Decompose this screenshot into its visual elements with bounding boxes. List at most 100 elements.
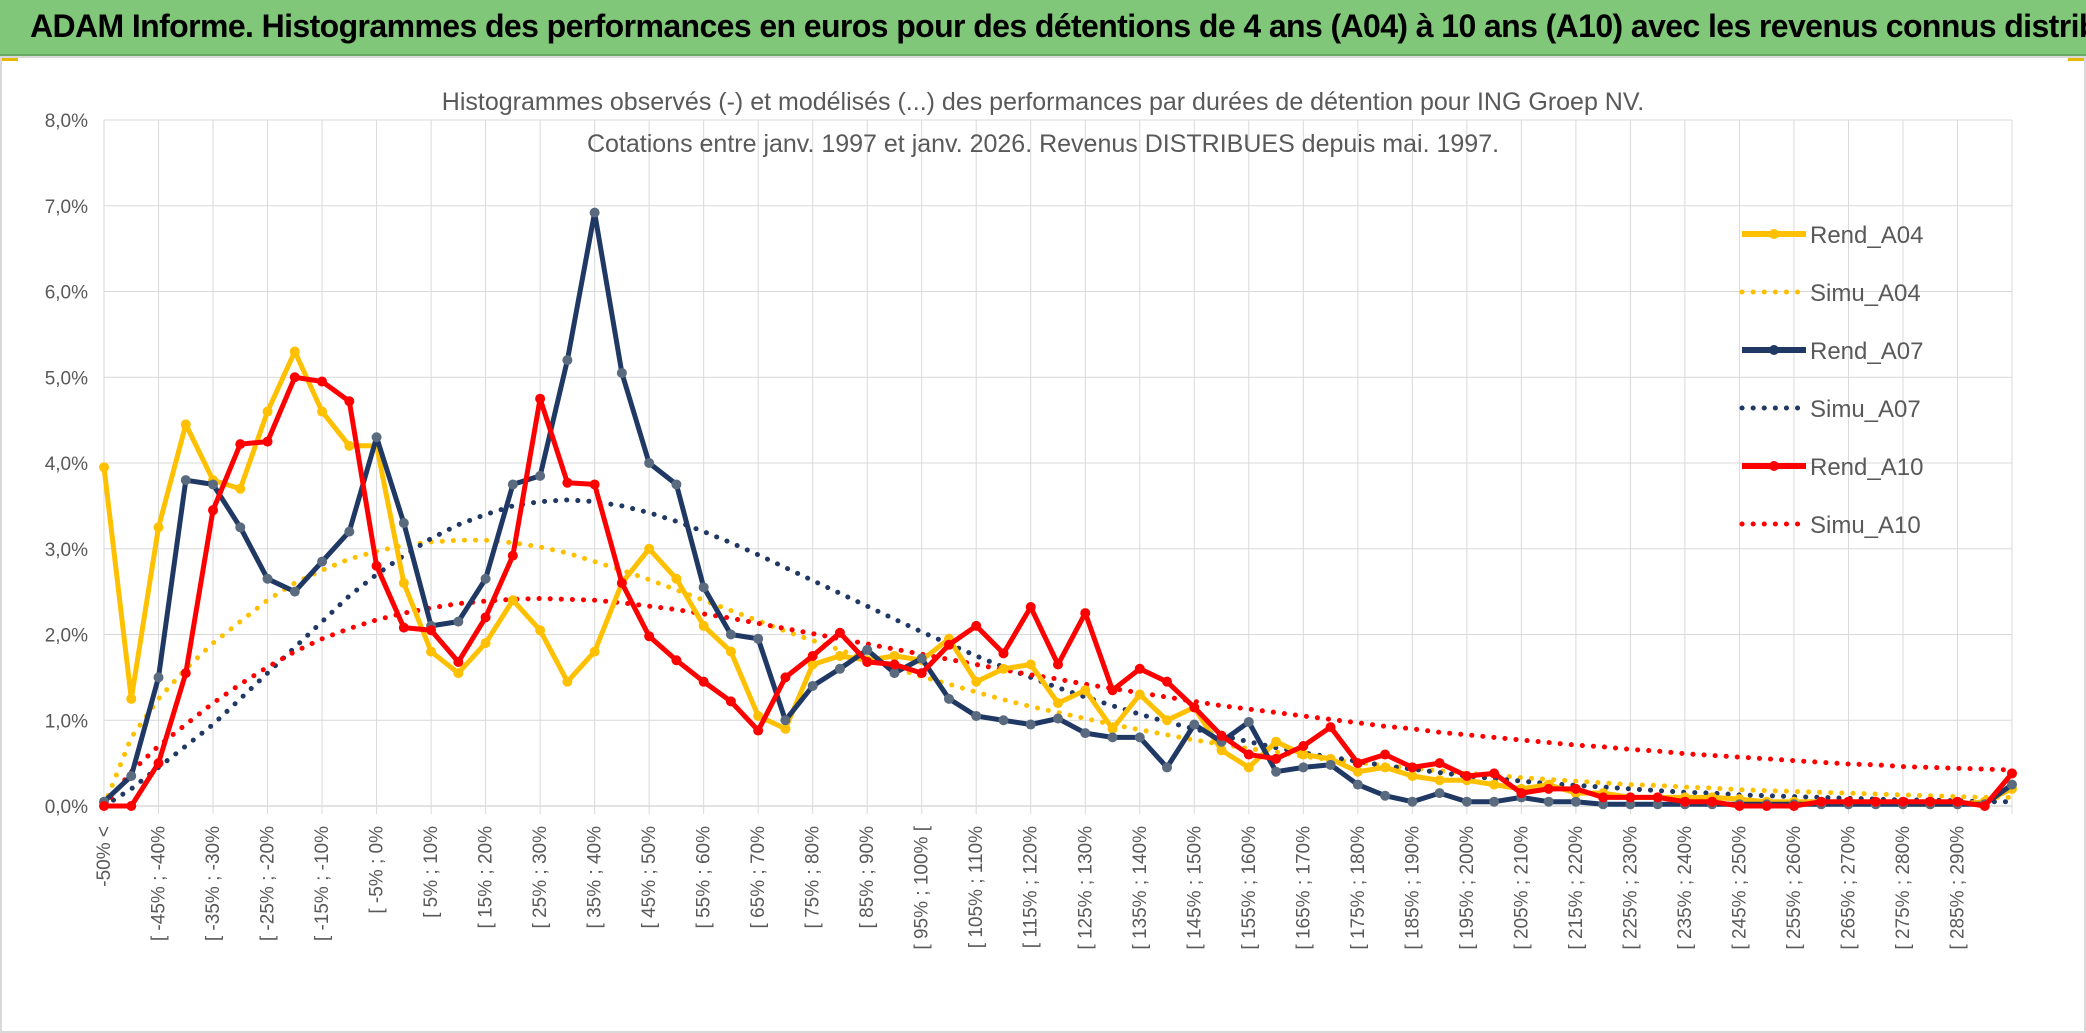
data-point xyxy=(1352,779,1363,790)
y-tick-label: 8,0% xyxy=(45,111,88,132)
data-point xyxy=(1380,749,1391,760)
data-point xyxy=(153,522,164,533)
data-point xyxy=(453,656,464,667)
data-point xyxy=(2007,768,2017,779)
series-line xyxy=(101,595,2015,809)
data-point xyxy=(1979,801,1990,811)
data-point xyxy=(153,758,164,769)
data-point xyxy=(1243,716,1254,727)
data-point xyxy=(780,672,791,683)
data-point xyxy=(1625,799,1636,810)
data-point xyxy=(1162,715,1173,726)
data-point xyxy=(562,676,573,687)
data-point xyxy=(644,543,655,554)
data-point xyxy=(1053,713,1063,724)
data-point xyxy=(1707,796,1718,807)
series-layer xyxy=(99,207,2017,811)
data-point xyxy=(1352,766,1363,777)
data-point xyxy=(480,638,491,649)
data-point xyxy=(807,680,818,691)
series-Rend_A10 xyxy=(99,372,2017,811)
x-tick-label: [ -5% ; 0% xyxy=(367,826,388,914)
data-point xyxy=(1080,685,1091,696)
x-tick-label: [ 285% ; 290% xyxy=(1947,826,1968,950)
data-point xyxy=(99,801,109,811)
data-point xyxy=(698,582,709,593)
data-point xyxy=(1025,659,1036,670)
x-tick-label: [ 175% ; 180% xyxy=(1348,826,1369,950)
data-point xyxy=(1816,796,1827,807)
data-point xyxy=(1162,762,1173,773)
data-point xyxy=(1298,762,1309,773)
x-tick-label: [ 105% ; 110% xyxy=(966,826,987,948)
legend-label: Simu_A07 xyxy=(1810,396,1921,423)
data-point xyxy=(398,622,409,633)
data-point xyxy=(671,655,682,666)
data-point xyxy=(1271,766,1282,777)
data-point xyxy=(480,573,491,584)
data-point xyxy=(753,725,764,736)
data-point xyxy=(1570,796,1581,807)
data-point xyxy=(235,483,246,494)
data-point xyxy=(535,393,546,404)
data-point xyxy=(889,668,900,679)
x-tick-label: [ 15% ; 20% xyxy=(476,826,497,929)
data-point xyxy=(834,650,845,661)
data-point xyxy=(1134,663,1145,674)
data-point xyxy=(1516,788,1527,799)
data-point xyxy=(1271,736,1282,747)
data-point xyxy=(1761,801,1772,811)
data-point xyxy=(644,458,655,468)
data-point xyxy=(426,625,437,636)
data-point xyxy=(1053,659,1063,670)
x-axis-ticks: -50% < [ -45% ; -40% [ -35% ; -30% [ -25% ;… xyxy=(94,825,1968,949)
data-point xyxy=(1134,689,1145,700)
data-point xyxy=(780,723,791,734)
x-tick-label: [ 125% ; 130% xyxy=(1075,826,1096,950)
data-point xyxy=(807,659,818,670)
data-point xyxy=(916,668,927,679)
data-point xyxy=(1189,702,1200,713)
data-point xyxy=(1925,796,1936,807)
data-point xyxy=(753,633,764,644)
data-point xyxy=(1652,799,1663,810)
x-tick-label: -50% < xyxy=(94,826,115,887)
series-Rend_A04 xyxy=(99,346,2017,810)
data-point xyxy=(371,560,382,571)
x-tick-label: [ 215% ; 220% xyxy=(1566,826,1587,950)
y-tick-label: 0,0% xyxy=(45,797,88,818)
data-point xyxy=(671,479,682,490)
y-tick-label: 5,0% xyxy=(45,368,88,389)
data-point xyxy=(1271,753,1282,764)
corner-accent-right xyxy=(2068,56,2086,61)
x-tick-label: [ 255% ; 260% xyxy=(1784,826,1805,950)
data-point xyxy=(834,627,845,638)
x-tick-label: [ 165% ; 170% xyxy=(1293,826,1314,950)
data-point xyxy=(507,550,518,561)
legend-marker xyxy=(1769,461,1779,471)
x-tick-label: [ 205% ; 210% xyxy=(1511,826,1532,950)
data-point xyxy=(889,659,900,670)
data-point xyxy=(317,376,328,387)
data-point xyxy=(589,646,600,657)
data-point xyxy=(1543,796,1554,807)
legend: Rend_A04 Simu_A04 Rend_A07 Simu_A07 Rend_A10… xyxy=(1739,222,1923,539)
legend-marker xyxy=(1769,229,1779,239)
data-point xyxy=(807,650,818,661)
data-point xyxy=(1461,770,1472,781)
x-tick-label: [ 155% ; 160% xyxy=(1239,826,1260,950)
report-banner: ADAM Informe. Histogrammes des performan… xyxy=(0,0,2086,56)
series-Simu_A10 xyxy=(101,595,2015,809)
data-point xyxy=(834,663,845,674)
data-point xyxy=(780,715,791,726)
data-point xyxy=(998,715,1009,726)
data-point xyxy=(616,367,627,378)
data-point xyxy=(180,475,191,486)
x-tick-label: [ 5% ; 10% xyxy=(421,826,442,918)
data-point xyxy=(971,620,982,631)
data-point xyxy=(1598,799,1609,810)
data-point xyxy=(1434,758,1445,769)
data-point xyxy=(535,625,546,636)
data-point xyxy=(1298,749,1309,760)
